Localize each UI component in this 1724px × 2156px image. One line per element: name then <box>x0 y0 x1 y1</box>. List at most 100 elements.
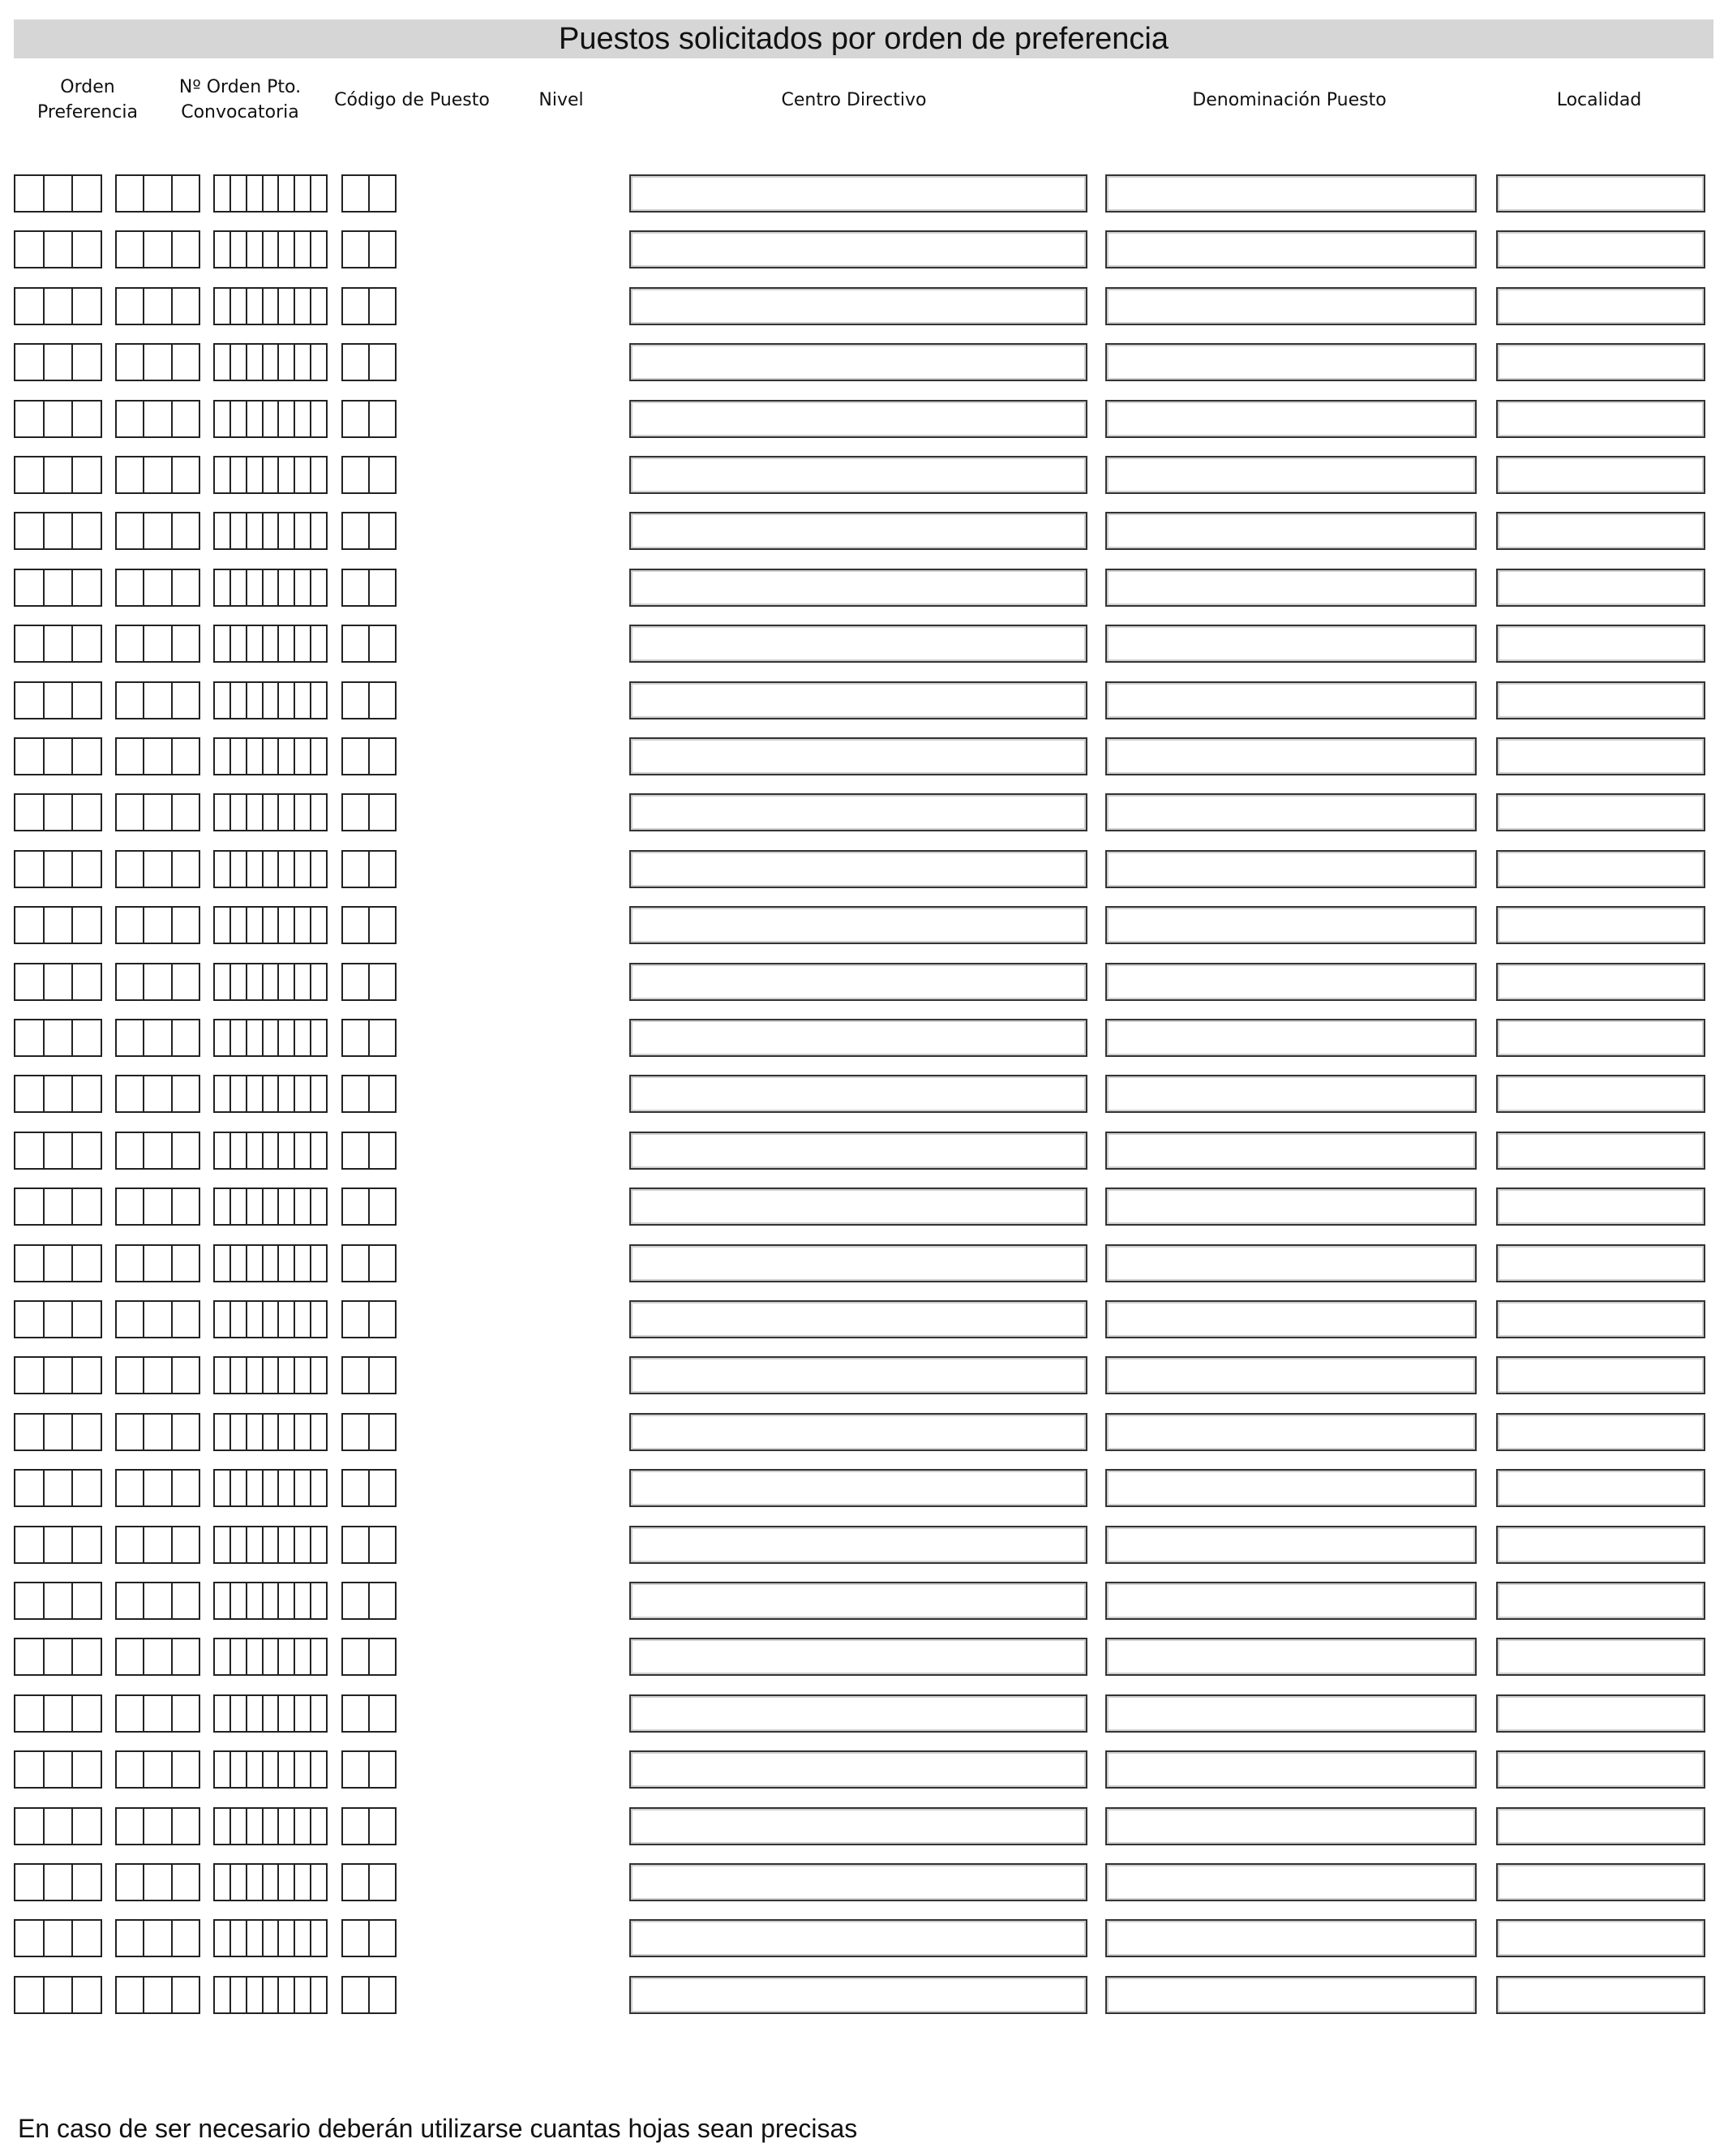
localidad-field[interactable] <box>1496 1694 1705 1733</box>
digit-cell[interactable] <box>247 908 264 943</box>
digit-cell[interactable] <box>247 739 264 774</box>
digit-cell[interactable] <box>117 1865 145 1900</box>
digit-cell[interactable] <box>73 683 101 718</box>
digit-cell[interactable] <box>231 626 247 662</box>
digit-cell[interactable] <box>231 1639 247 1675</box>
digit-cell[interactable] <box>343 626 370 662</box>
digit-cell[interactable] <box>311 683 326 718</box>
numero-orden-input[interactable] <box>115 399 200 438</box>
digit-cell[interactable] <box>311 908 326 943</box>
codigo-puesto-input[interactable] <box>213 1582 328 1620</box>
numero-orden-input[interactable] <box>115 286 200 325</box>
digit-cell[interactable] <box>173 345 199 380</box>
digit-cell[interactable] <box>247 1302 264 1337</box>
digit-cell[interactable] <box>231 1583 247 1618</box>
digit-cell[interactable] <box>15 1752 45 1788</box>
digit-cell[interactable] <box>15 1471 45 1506</box>
digit-cell[interactable] <box>264 1132 280 1168</box>
digit-cell[interactable] <box>45 1414 74 1450</box>
digit-cell[interactable] <box>173 1415 199 1450</box>
centro-directivo-field[interactable] <box>629 1975 1087 2014</box>
digit-cell[interactable] <box>173 795 199 830</box>
digit-cell[interactable] <box>144 232 173 268</box>
digit-cell[interactable] <box>311 795 326 830</box>
centro-directivo-field[interactable] <box>629 681 1087 719</box>
codigo-puesto-input[interactable] <box>213 849 328 888</box>
digit-cell[interactable] <box>173 908 199 943</box>
digit-cell[interactable] <box>15 1639 45 1675</box>
digit-cell[interactable] <box>45 1921 74 1956</box>
digit-cell[interactable] <box>73 1076 101 1111</box>
digit-cell[interactable] <box>311 1076 326 1111</box>
digit-cell[interactable] <box>144 1189 173 1225</box>
digit-cell[interactable] <box>173 1302 199 1337</box>
digit-cell[interactable] <box>343 1189 370 1225</box>
digit-cell[interactable] <box>15 908 45 943</box>
nivel-input[interactable] <box>341 174 397 213</box>
localidad-field[interactable] <box>1496 1243 1705 1282</box>
digit-cell[interactable] <box>343 1977 370 2012</box>
digit-cell[interactable] <box>343 1471 370 1506</box>
digit-cell[interactable] <box>264 1189 280 1225</box>
codigo-puesto-input[interactable] <box>213 174 328 213</box>
codigo-puesto-input[interactable] <box>213 1694 328 1733</box>
digit-cell[interactable] <box>144 1752 173 1788</box>
digit-cell[interactable] <box>117 1977 145 2012</box>
denominacion-puesto-field[interactable] <box>1105 681 1477 719</box>
digit-cell[interactable] <box>215 513 231 549</box>
digit-cell[interactable] <box>45 1977 74 2012</box>
digit-cell[interactable] <box>370 1471 395 1505</box>
digit-cell[interactable] <box>173 1133 199 1168</box>
digit-cell[interactable] <box>370 1865 395 1900</box>
digit-cell[interactable] <box>370 1978 395 2012</box>
digit-cell[interactable] <box>173 457 199 492</box>
digit-cell[interactable] <box>231 1471 247 1506</box>
digit-cell[interactable] <box>370 1133 395 1168</box>
digit-cell[interactable] <box>45 1471 74 1506</box>
centro-directivo-field[interactable] <box>629 906 1087 945</box>
digit-cell[interactable] <box>247 1471 264 1506</box>
digit-cell[interactable] <box>370 1189 395 1224</box>
codigo-puesto-input[interactable] <box>213 1975 328 2014</box>
digit-cell[interactable] <box>15 513 45 549</box>
digit-cell[interactable] <box>73 739 101 774</box>
digit-cell[interactable] <box>215 1414 231 1450</box>
digit-cell[interactable] <box>279 1471 296 1506</box>
digit-cell[interactable] <box>264 1471 280 1506</box>
centro-directivo-field[interactable] <box>629 1525 1087 1564</box>
centro-directivo-field[interactable] <box>629 286 1087 325</box>
numero-orden-input[interactable] <box>115 1243 200 1282</box>
localidad-field[interactable] <box>1496 512 1705 551</box>
digit-cell[interactable] <box>295 1583 312 1618</box>
digit-cell[interactable] <box>215 1865 231 1900</box>
numero-orden-input[interactable] <box>115 1750 200 1789</box>
digit-cell[interactable] <box>311 457 326 492</box>
codigo-puesto-input[interactable] <box>213 681 328 719</box>
digit-cell[interactable] <box>45 851 74 887</box>
digit-cell[interactable] <box>295 401 312 436</box>
digit-cell[interactable] <box>173 176 199 211</box>
digit-cell[interactable] <box>231 288 247 324</box>
orden-preferencia-input[interactable] <box>14 906 102 945</box>
digit-cell[interactable] <box>173 1639 199 1674</box>
digit-cell[interactable] <box>247 1695 264 1731</box>
digit-cell[interactable] <box>73 626 101 661</box>
digit-cell[interactable] <box>15 739 45 774</box>
digit-cell[interactable] <box>231 1695 247 1731</box>
digit-cell[interactable] <box>264 1527 280 1562</box>
orden-preferencia-input[interactable] <box>14 512 102 551</box>
digit-cell[interactable] <box>117 569 145 605</box>
localidad-field[interactable] <box>1496 849 1705 888</box>
digit-cell[interactable] <box>73 908 101 943</box>
denominacion-puesto-field[interactable] <box>1105 793 1477 832</box>
digit-cell[interactable] <box>45 795 74 831</box>
digit-cell[interactable] <box>117 401 145 436</box>
digit-cell[interactable] <box>264 851 280 887</box>
localidad-field[interactable] <box>1496 399 1705 438</box>
localidad-field[interactable] <box>1496 286 1705 325</box>
digit-cell[interactable] <box>264 1583 280 1618</box>
digit-cell[interactable] <box>45 626 74 662</box>
digit-cell[interactable] <box>343 1752 370 1788</box>
digit-cell[interactable] <box>343 1132 370 1168</box>
digit-cell[interactable] <box>73 1471 101 1505</box>
